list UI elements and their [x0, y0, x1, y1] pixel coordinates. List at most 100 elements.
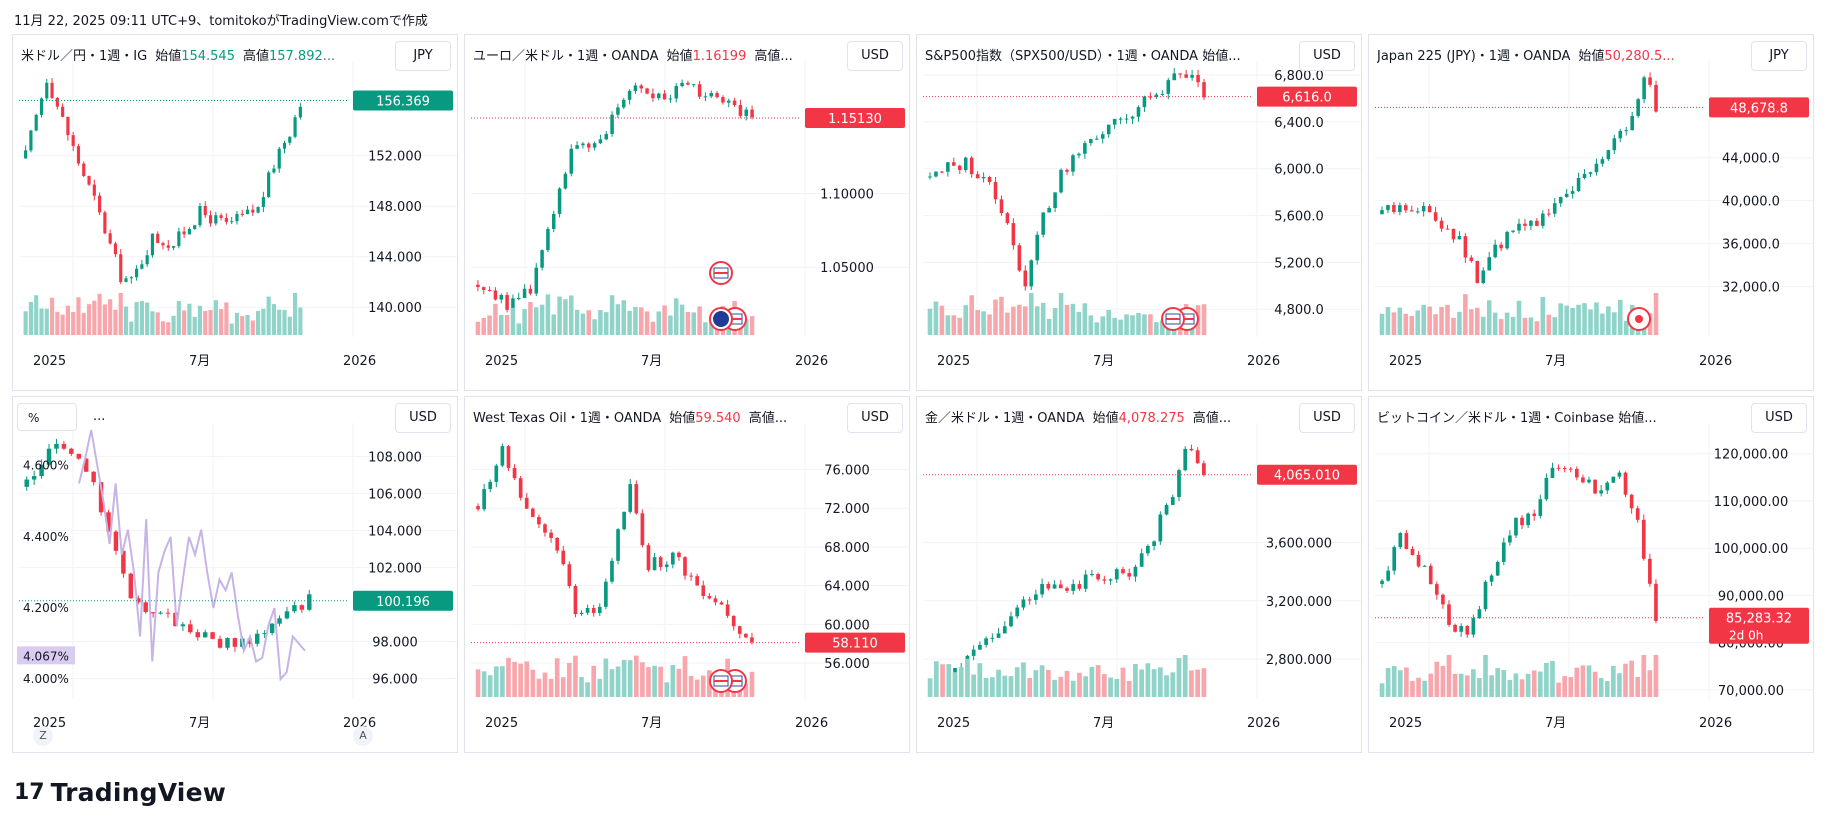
volume-bar	[1570, 307, 1575, 335]
candle-body	[1618, 130, 1623, 139]
volume-bar	[598, 310, 603, 335]
candle-body	[1588, 172, 1593, 174]
volume-bar	[518, 663, 523, 697]
candle-body	[24, 479, 29, 487]
volume-bar	[697, 306, 702, 335]
legend-title: West Texas Oil・1週・OANDA	[473, 411, 662, 426]
chart-panel[interactable]: 6,800.0 6,400.0 6,000.0 5,600.0 5,200.0 4,800…	[916, 34, 1362, 391]
candle-body	[1404, 533, 1409, 549]
candle-body	[528, 288, 533, 294]
volume-bar	[208, 310, 213, 335]
auto-scale-z-button[interactable]: Z	[33, 726, 53, 746]
volume-bar	[1404, 667, 1409, 697]
candle-body	[482, 287, 486, 290]
volume-bar	[1445, 304, 1450, 335]
candle-body	[267, 172, 271, 198]
volume-bar	[287, 316, 292, 335]
chart-panel[interactable]: 152.000 148.000 144.000 140.000 156.369 2025 7…	[12, 34, 458, 391]
price-axis-tick-label: 36,000.0	[1722, 238, 1780, 253]
candle-body	[284, 611, 290, 619]
price-axis-tick-label: 56.000	[824, 657, 870, 672]
volume-bar	[229, 323, 234, 335]
volume-bar	[1582, 303, 1587, 335]
volume-bar	[1421, 304, 1426, 335]
price-axis-tick-label: 6,400.0	[1274, 116, 1324, 131]
candle-body	[55, 97, 59, 107]
volume-bar	[1126, 680, 1132, 697]
candle-body	[1002, 626, 1007, 634]
volume-bar	[49, 297, 55, 335]
candle-body	[1065, 169, 1069, 172]
candle-body	[1114, 569, 1119, 580]
price-axis-tick-label: 32,000.0	[1722, 281, 1780, 296]
candle-body	[585, 607, 590, 613]
volume-bar	[481, 317, 486, 335]
volume-bar	[951, 315, 957, 335]
volume-bar	[1070, 680, 1076, 697]
candle-body	[1190, 74, 1194, 78]
candle-body	[1058, 584, 1063, 589]
auto-scale-a-button[interactable]: A	[353, 726, 373, 746]
chart-panel[interactable]: 3,600.000 3,200.000 2,800.000 4,065.010 2025…	[916, 396, 1362, 753]
chart-panel[interactable]: 120,000.00 110,000.00 100,000.00 90,000.00 8…	[1368, 396, 1814, 753]
currency-unit-selector[interactable]: USD	[1299, 41, 1355, 71]
candle-body	[610, 560, 614, 582]
volume-bar	[674, 298, 679, 335]
candle-body	[166, 245, 170, 248]
volume-bar	[118, 293, 123, 335]
candle-body	[719, 602, 724, 605]
currency-unit-selector[interactable]: USD	[395, 403, 451, 433]
candle-body	[1398, 533, 1403, 548]
candle-body	[604, 133, 608, 140]
chart-panel[interactable]: 76.000 72.000 68.000 64.000 60.000 56.000 58.1…	[464, 396, 910, 753]
candle-body	[731, 615, 736, 627]
candle-body	[39, 464, 44, 477]
chart-legend: ユーロ／米ドル・1週・OANDA 始値1.16199 高値...	[473, 45, 851, 64]
candle-body	[1083, 143, 1087, 154]
currency-unit-selector[interactable]: JPY	[395, 41, 451, 71]
candle-body	[1605, 482, 1610, 491]
candle-body	[1499, 244, 1503, 249]
tradingview-logo[interactable]: 17 TradingView	[14, 778, 226, 807]
candle-body	[1587, 479, 1591, 483]
candle-body	[1483, 581, 1488, 610]
volume-bar	[560, 677, 566, 697]
candle-body	[750, 637, 754, 643]
volume-bar	[1507, 680, 1513, 697]
volume-bar	[1118, 319, 1123, 335]
chart-panel[interactable]: 4.600% 4.400% 4.200% 4.000% 4.067% 108.000 106…	[12, 396, 458, 753]
candle-body	[46, 448, 52, 465]
currency-unit-selector[interactable]: USD	[847, 41, 903, 71]
candle-body	[145, 255, 149, 265]
candle-body	[575, 145, 579, 149]
candle-body	[251, 209, 255, 213]
volume-bar	[744, 319, 749, 335]
volume-bar	[1064, 670, 1070, 697]
currency-unit-selector[interactable]: USD	[847, 403, 903, 433]
volume-bar	[1457, 311, 1462, 335]
candle-body	[579, 612, 584, 615]
currency-unit-selector[interactable]: JPY	[1751, 41, 1807, 71]
candle-body	[128, 573, 134, 599]
legend-high-label: 高値...	[754, 49, 793, 64]
chart-panel[interactable]: 44,000.0 40,000.0 36,000.0 32,000.0 48,678.8…	[1368, 34, 1814, 391]
volume-bar	[1106, 309, 1111, 335]
candle-body	[1611, 476, 1616, 483]
candle-body	[984, 638, 988, 645]
us-flag-icon	[709, 261, 733, 285]
candle-body	[91, 471, 96, 483]
chart-canvas: 120,000.00 110,000.00 100,000.00 90,000.00 8…	[1375, 423, 1813, 731]
volume-bar	[1410, 680, 1415, 697]
volume-bar	[676, 668, 682, 697]
candle-body	[1599, 490, 1603, 494]
volume-bar	[1094, 322, 1100, 335]
chart-canvas: 44,000.0 40,000.0 36,000.0 32,000.0 48,678.8…	[1375, 61, 1813, 369]
chart-panel[interactable]: 1.10000 1.05000 1.15130 2025 7月 2026 ユーロ／米ドル・1…	[464, 34, 910, 391]
volume-bar	[512, 661, 517, 697]
volume-bar	[528, 301, 533, 335]
currency-unit-selector[interactable]: USD	[1299, 403, 1355, 433]
currency-unit-selector[interactable]: USD	[1751, 403, 1807, 433]
candle-body	[1059, 169, 1063, 193]
candle-body	[39, 98, 44, 115]
left-unit-selector[interactable]: %	[17, 403, 77, 431]
